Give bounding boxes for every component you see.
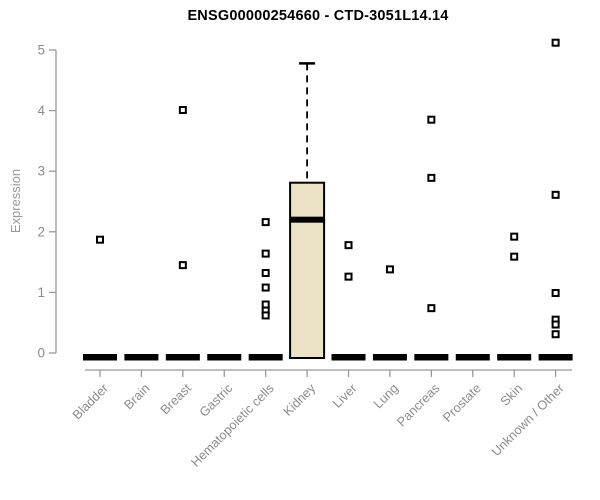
zero-bar [165, 354, 200, 361]
x-tick-label: Breast [157, 380, 194, 417]
median-line [290, 216, 325, 223]
x-tick-label: Pancreas [394, 381, 443, 430]
x-tick-label: Unknown / Other [488, 380, 567, 459]
zero-bar [372, 354, 407, 361]
box [289, 181, 326, 359]
x-tick-label: Gastric [196, 380, 236, 420]
outlier-point [96, 235, 104, 244]
x-tick-label: Liver [329, 380, 360, 411]
chart-title: ENSG00000254660 - CTD-3051L14.14 [187, 8, 449, 24]
outlier-point [261, 311, 270, 320]
zero-bar [83, 354, 117, 361]
y-tick-label: 1 [37, 285, 45, 300]
outlier-point [427, 173, 436, 182]
outlier-point [551, 330, 560, 339]
zero-bar [538, 354, 573, 361]
outlier-point [344, 241, 353, 250]
x-tick-label: Brain [121, 381, 153, 413]
x-tick-label: Lung [370, 381, 401, 412]
outlier-point [178, 105, 187, 114]
zero-bar [124, 354, 159, 361]
zero-bar [414, 354, 449, 361]
x-tick-label: Skin [497, 381, 525, 409]
outlier-point [427, 304, 436, 313]
y-tick-label: 3 [37, 164, 45, 179]
y-tick-label: 5 [37, 43, 45, 58]
outlier-point [551, 190, 560, 199]
outlier-point [510, 252, 519, 261]
zero-bar [248, 354, 283, 361]
outlier-point [261, 283, 270, 292]
outlier-point [551, 320, 560, 329]
x-tick-label: Bladder [69, 380, 111, 422]
x-tick-label: Prostate [440, 381, 484, 425]
zero-bar [331, 354, 366, 361]
outlier-point [385, 265, 394, 274]
y-tick-label: 2 [37, 224, 45, 239]
zero-bar [455, 354, 490, 361]
y-tick-label: 4 [37, 103, 45, 118]
x-tick-label: Kidney [280, 380, 319, 419]
zero-bar [207, 354, 242, 361]
outlier-point [261, 269, 270, 278]
zero-bar [497, 354, 532, 361]
outlier-point [261, 218, 270, 227]
outlier-point [510, 232, 519, 241]
y-tick-label: 0 [37, 346, 45, 361]
outlier-point [551, 289, 560, 298]
outlier-point [427, 115, 436, 124]
outlier-point [178, 261, 187, 270]
outlier-point [551, 38, 560, 47]
outlier-point [261, 249, 270, 258]
outlier-point [344, 272, 353, 281]
